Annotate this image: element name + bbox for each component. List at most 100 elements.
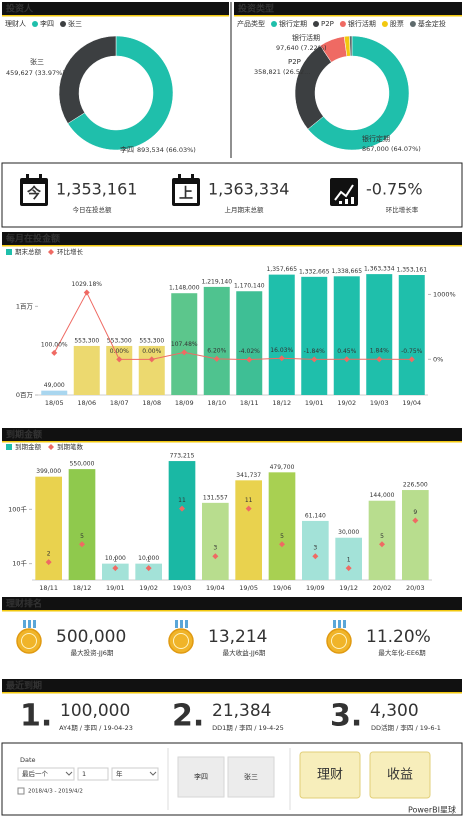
legend-swatch [6,444,12,450]
point [148,356,155,363]
x-tick-label: 19/05 [239,584,258,592]
recent-rank: 1. [20,699,52,734]
point-value-label: 3 [213,545,217,552]
point [379,541,385,548]
kpi-icon-ring [191,174,194,181]
x-tick-label: 19/03 [173,584,192,592]
donut-slice [307,35,410,151]
section-title: 到期金额 [6,429,42,441]
section-header [2,2,229,15]
bar [398,275,425,395]
section-header [2,232,462,245]
bar-value-label: 479,700 [270,464,295,471]
bar-value-label: 341,737 [236,472,261,479]
kpi-label: 环比增长率 [386,205,419,214]
donut-slice [58,35,117,124]
point-value-label: -0.75% [401,348,423,355]
dropdown [111,767,159,781]
kpi-icon-bar [351,197,354,204]
y-tick-label: 10千 [12,559,27,568]
bar [368,500,396,580]
medal-ribbon [33,620,36,628]
legend-label: 李四 [40,19,54,28]
x-tick-label: 18/10 [207,399,226,407]
bar-value-label: 1,170,140 [234,283,265,290]
recent-value: 4,300 [370,701,419,721]
y-tick-label: 0百万 [16,391,34,399]
point-value-label: 0.00% [110,348,129,355]
kpi-label: 上月期末总额 [225,205,265,214]
section-header [234,2,462,15]
recent-label: DD活期 / 李四 / 19-6-1 [371,723,441,732]
point-value-label: 1 [347,557,351,564]
x-tick-label: 18/12 [272,399,291,407]
x-tick-label: 19/03 [370,399,389,407]
x-tick-label: 19/06 [273,584,292,592]
legend-label: 张三 [68,19,82,28]
bar [73,345,100,395]
point [278,355,285,362]
date-range: 2018/4/3 - 2019/4/2 [28,789,83,795]
point-value-label: 1 [113,557,117,564]
bar [333,276,360,395]
point-value-label: 0.00% [142,348,161,355]
x-tick-label: 19/04 [402,399,421,407]
legend-label: 期末总额 [15,247,42,256]
slice-name: 张三 [30,57,44,66]
bar-value-label: 30,000 [338,529,359,536]
bar [41,390,68,395]
person-button[interactable] [177,756,225,798]
slice-name: 银行定期 [362,134,390,143]
x-tick-label: 19/01 [106,584,125,592]
point [83,289,90,296]
kpi-icon-bar [339,201,342,204]
bar [138,345,165,395]
x-tick-label: 18/12 [73,584,92,592]
point-value-label: 100.00% [41,341,68,348]
point-value-label: 107.48% [171,341,198,348]
bar-value-label: 61,140 [305,512,326,519]
medal [16,628,42,654]
point [345,565,352,572]
point [412,517,419,524]
point-value-label: 3 [313,545,317,552]
point-value-label: -1.84% [304,348,326,355]
kpi-value: 1,353,161 [56,180,137,199]
bar-value-label: 550,000 [70,461,95,468]
legend-label: 到期笔数 [57,442,84,451]
point [343,356,350,363]
x-tick-label: 19/02 [139,584,158,592]
point-value-label: 11 [245,497,253,504]
bar-value-label: 226,500 [403,482,428,489]
point [212,553,219,560]
person-button[interactable] [227,756,275,798]
point [312,553,319,560]
bar [366,274,393,395]
bar [135,563,162,580]
legend-swatch [313,21,319,27]
bar [402,490,429,580]
legend-swatch [339,21,346,27]
legend-swatch [48,249,54,255]
filter-frame [1,742,463,816]
dropdown-text: 年 [116,769,123,778]
nav-button-label: 理财 [317,768,343,783]
section-header [2,597,462,610]
point-value-label: 5 [80,533,84,540]
nav-button[interactable] [369,751,431,799]
y-tick-label: 100千 [8,504,27,513]
point-value-label: 1.84% [370,348,389,355]
x-tick-label: 19/04 [206,584,225,592]
calendar-icon [17,787,25,795]
section-title: 每月在投金额 [6,233,60,245]
medal-ribbon [338,620,341,628]
nav-button[interactable] [299,751,361,799]
x-tick-label: 18/08 [142,399,161,407]
bar [202,502,229,580]
bar-value-label: 1,148,000 [169,285,200,292]
legend-label: 银行活期 [348,19,376,28]
point-value-label: -4.02% [239,348,261,355]
legend-swatch [381,21,388,27]
bar [301,276,328,395]
line [53,291,412,361]
